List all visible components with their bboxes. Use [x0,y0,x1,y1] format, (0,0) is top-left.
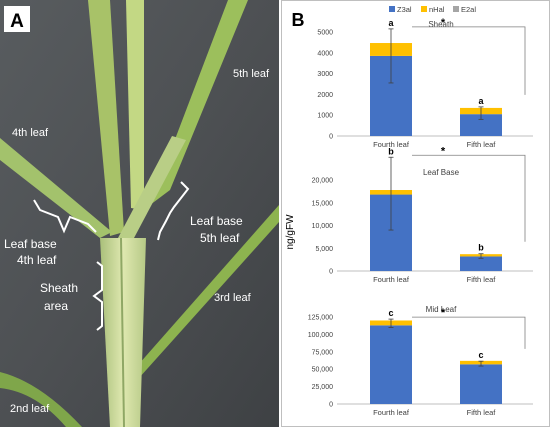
legend-swatch-z3al [389,6,395,12]
plant-photo: A 5th leaf 4th leaf 3rd leaf 2nd leaf Le… [0,0,279,427]
sheath-bracket [92,261,103,331]
chart-2-group-letter-1: b [388,146,394,156]
chart-2-group-letter-2: b [478,243,484,253]
chart-3-title: Mid Leaf [426,305,457,314]
chart-3-category-label-1: Fourth leaf [373,408,410,417]
chart-2-ytick-label: 5,000 [315,246,333,253]
chart-1-title: Sheath [428,20,453,29]
chart-2-title: Leaf Base [423,168,460,177]
third-leaf-blade [116,205,279,390]
chart-1-ytick-label: 3000 [317,71,333,78]
plots: Sheath 0 1000 2000 3000 4000 5000 a Fourth leaf a… [308,17,533,417]
label-leaf3: 3rd leaf [214,292,252,304]
chart-1-group-letter-2: a [478,96,484,106]
chart-1-significance-star: * [441,17,446,29]
leaf-base-5-bracket [157,181,190,241]
label-sheath-line1: Sheath [40,281,78,295]
second-leaf-blade [0,372,82,427]
panel-b-letter: B [292,10,305,30]
label-leaf-base-4-line2: 4th leaf [17,253,57,267]
stem-line [120,237,125,427]
chart-1-bar-z3al-2 [460,114,502,136]
chart-2-significance-bracket [412,154,526,242]
chart-3-ytick-label: 50,000 [312,367,334,374]
chart-1-ytick-label: 0 [329,134,333,141]
legend-label-z3al: Z3al [397,5,412,14]
top-leaf [126,0,144,210]
chart-1-ytick-label: 4000 [317,50,333,57]
chart-3-category-label-2: Fifth leaf [467,408,497,417]
label-leaf-base-5-line2: 5th leaf [200,231,240,245]
chart-3-significance-star: * [441,307,446,319]
chart-3-group-letter-1: c [388,308,393,318]
chart-2-category-label-1: Fourth leaf [373,275,410,284]
chart-1-significance-bracket [412,26,526,95]
chart-1-ytick-label: 2000 [317,92,333,99]
chart-3-ytick-label: 125,000 [308,315,333,322]
chart-1-ytick-label: 1000 [317,113,333,120]
label-leaf-base-5-line1: Leaf base [190,214,243,228]
legend-swatch-nhal [421,6,427,12]
chart-3-ytick-label: 75,000 [312,349,334,356]
label-leaf-base-4-line1: Leaf base [4,237,57,251]
chart-3-significance-bracket [412,316,526,349]
panel-b-letter-box [286,6,310,30]
legend-swatch-e2al [453,6,459,12]
chart-3-ytick-label: 25,000 [312,384,334,391]
legend-label-nhal: nHal [429,5,445,14]
shared-ylabel: ng/gFW [285,214,296,250]
chart-panel: B Z3al nHal E2al ng/gFW Sheath 0 1000 2000 3… [281,0,550,427]
label-leaf2: 2nd leaf [10,403,50,415]
chart-3-bar-z3al-2 [460,364,502,404]
legend-label-e2al: E2al [461,5,476,14]
upper-leaf [88,0,124,236]
chart-2-ytick-label: 20,000 [312,178,334,185]
chart-1-group-letter-1: a [388,18,394,28]
fifth-leaf-sheath [118,136,186,238]
panel-a-letter-box [4,6,30,32]
chart-2-category-label-2: Fifth leaf [467,275,497,284]
chart-3-ytick-label: 0 [329,402,333,409]
chart-2-significance-star: * [441,145,446,157]
leaf-base-4-bracket [33,199,97,234]
chart-1-category-label-2: Fifth leaf [467,140,497,149]
chart-2-ytick-label: 10,000 [312,223,334,230]
panel-a-letter: A [10,11,24,32]
chart-2-bar-z3al-2 [460,256,502,271]
chart-3-ytick-label: 100,000 [308,332,333,339]
chart-3-bar-z3al-1 [370,325,412,404]
chart-2-ytick-label: 0 [329,269,333,276]
chart-1-category-label-1: Fourth leaf [373,140,410,149]
label-leaf4: 4th leaf [12,127,49,139]
chart-1-ytick-label: 5000 [317,30,333,37]
label-sheath-line2: area [44,299,68,313]
chart-2-ytick-label: 15,000 [312,200,334,207]
label-leaf5: 5th leaf [233,68,270,80]
chart-3-group-letter-2: c [478,350,483,360]
chart-panel-border [281,0,550,427]
fourth-leaf-blade [0,138,112,238]
